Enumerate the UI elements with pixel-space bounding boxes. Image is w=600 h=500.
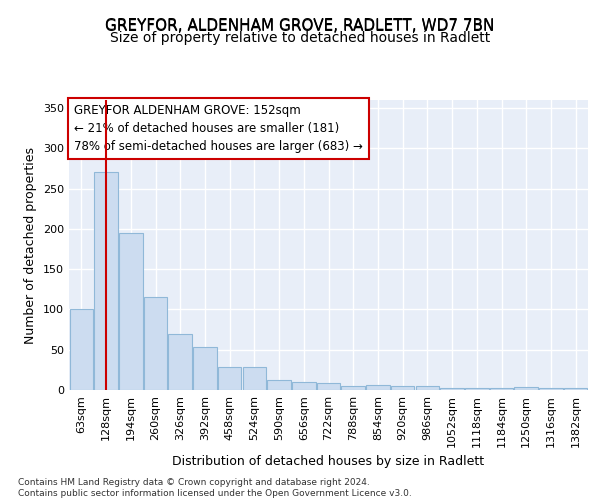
Bar [341, 386, 365, 390]
Bar [366, 385, 389, 390]
Title: Size of property relative to detached houses in Radlett: Size of property relative to detached ho… [0, 499, 1, 500]
Bar [119, 233, 143, 390]
Bar [391, 386, 415, 390]
Text: Size of property relative to detached houses in Radlett: Size of property relative to detached ho… [110, 31, 490, 45]
Y-axis label: Number of detached properties: Number of detached properties [25, 146, 37, 344]
Bar [94, 172, 118, 390]
Bar [490, 388, 513, 390]
Bar [539, 388, 563, 390]
Bar [514, 387, 538, 390]
X-axis label: Distribution of detached houses by size in Radlett: Distribution of detached houses by size … [172, 455, 485, 468]
Bar [416, 386, 439, 390]
Bar [465, 388, 488, 390]
Bar [242, 368, 266, 390]
Bar [70, 310, 93, 390]
Bar [218, 368, 241, 390]
Bar [440, 388, 464, 390]
Text: Contains HM Land Registry data © Crown copyright and database right 2024.
Contai: Contains HM Land Registry data © Crown c… [18, 478, 412, 498]
Bar [564, 388, 587, 390]
Bar [292, 382, 316, 390]
Bar [144, 298, 167, 390]
Bar [268, 380, 291, 390]
Text: GREYFOR, ALDENHAM GROVE, RADLETT, WD7 7BN: GREYFOR, ALDENHAM GROVE, RADLETT, WD7 7B… [106, 19, 494, 34]
Text: GREYFOR ALDENHAM GROVE: 152sqm
← 21% of detached houses are smaller (181)
78% of: GREYFOR ALDENHAM GROVE: 152sqm ← 21% of … [74, 104, 363, 154]
Bar [169, 334, 192, 390]
Text: GREYFOR, ALDENHAM GROVE, RADLETT, WD7 7BN: GREYFOR, ALDENHAM GROVE, RADLETT, WD7 7B… [106, 18, 494, 32]
Bar [193, 346, 217, 390]
Bar [317, 383, 340, 390]
